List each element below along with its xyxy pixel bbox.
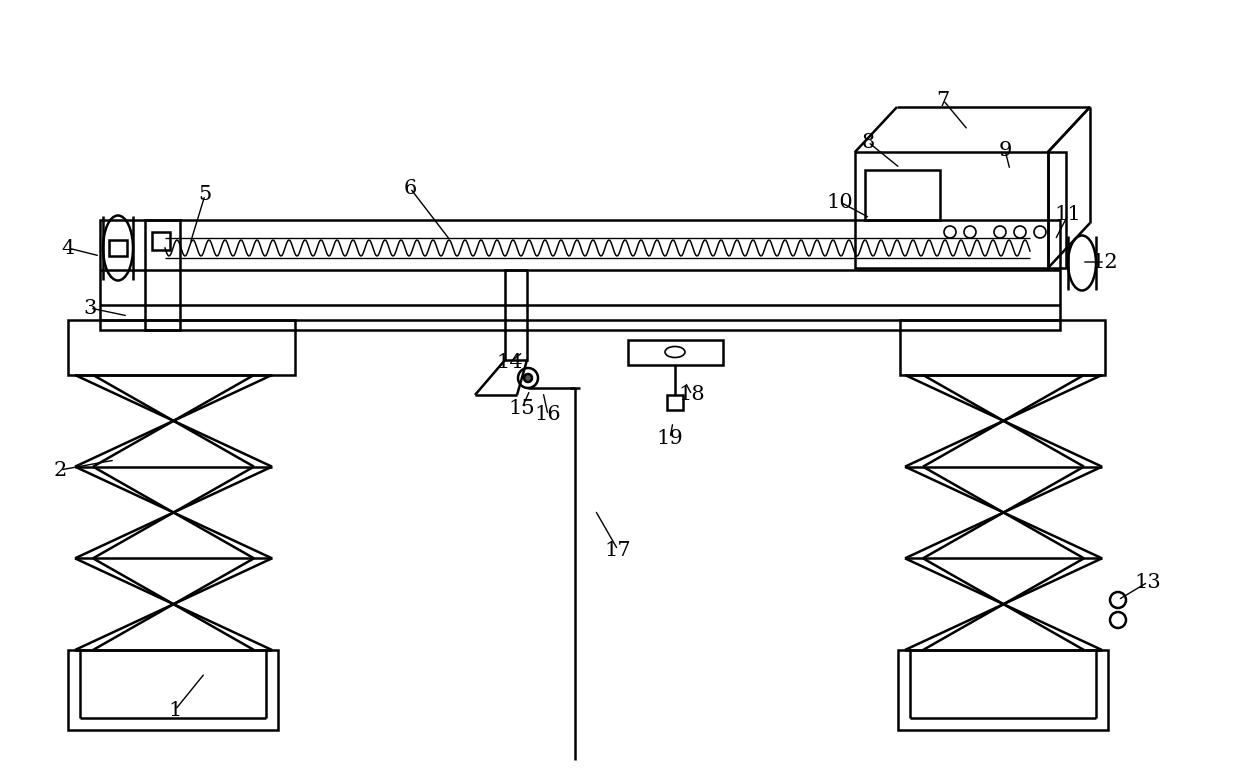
Text: 11: 11 — [1055, 205, 1081, 225]
Text: 1: 1 — [169, 700, 182, 720]
Bar — [898, 650, 1109, 730]
Text: 17: 17 — [605, 540, 631, 560]
Bar — [68, 650, 278, 730]
Text: 18: 18 — [678, 385, 706, 405]
Bar — [109, 240, 126, 256]
Text: 10: 10 — [827, 192, 853, 212]
Bar — [1048, 152, 1066, 268]
Text: 3: 3 — [83, 299, 97, 317]
Circle shape — [525, 374, 532, 382]
Text: 15: 15 — [508, 398, 536, 418]
Bar — [856, 152, 1048, 268]
Bar — [667, 395, 683, 410]
Bar — [153, 232, 170, 250]
Bar — [145, 220, 180, 330]
Text: 2: 2 — [53, 461, 67, 479]
Bar — [900, 320, 1105, 375]
Text: 19: 19 — [657, 428, 683, 448]
Text: 5: 5 — [198, 185, 212, 205]
Bar — [866, 170, 940, 220]
Bar — [100, 220, 1060, 330]
Text: 16: 16 — [534, 405, 562, 425]
Text: 4: 4 — [61, 239, 74, 258]
Bar — [627, 340, 723, 365]
Text: 12: 12 — [1091, 252, 1118, 272]
Text: 14: 14 — [497, 353, 523, 371]
Bar — [68, 320, 295, 375]
Text: 13: 13 — [1135, 573, 1162, 591]
Text: 6: 6 — [403, 178, 417, 198]
Text: 7: 7 — [936, 90, 950, 110]
Text: 8: 8 — [862, 133, 874, 151]
Bar — [505, 270, 527, 360]
Text: 9: 9 — [998, 141, 1012, 160]
